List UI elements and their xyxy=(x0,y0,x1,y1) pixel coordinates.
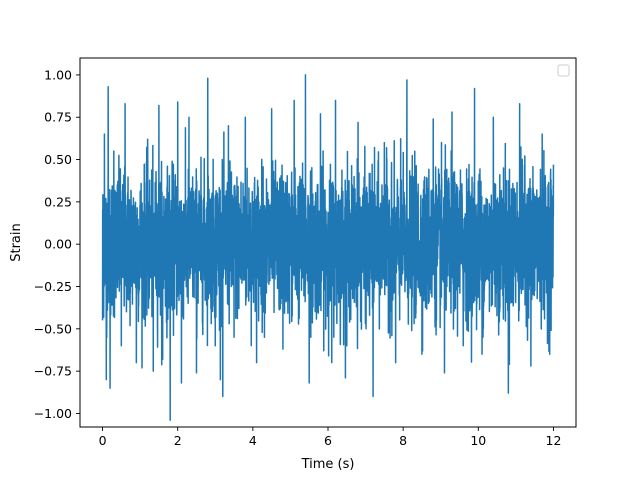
y-tick-label: 0.25 xyxy=(44,194,72,209)
y-axis-ticks: −1.00 −0.75 −0.50 −0.25 0.00 0.25 0.50 0.75 1.00 xyxy=(34,67,80,421)
x-axis-label: Time (s) xyxy=(301,457,355,472)
y-tick-label: −0.50 xyxy=(34,321,72,336)
y-tick-label: 0.50 xyxy=(44,152,72,167)
x-tick-label: 8 xyxy=(399,433,407,448)
y-tick-label: 0.75 xyxy=(44,110,72,125)
x-tick-label: 6 xyxy=(324,433,332,448)
series-group xyxy=(101,74,555,421)
x-tick-label: 4 xyxy=(249,433,257,448)
strain-series-line xyxy=(101,74,555,421)
x-tick-label: 12 xyxy=(546,433,562,448)
x-tick-label: 2 xyxy=(174,433,182,448)
y-tick-label: −0.25 xyxy=(34,279,72,294)
x-tick-label: 10 xyxy=(470,433,486,448)
y-tick-label: −1.00 xyxy=(34,406,72,421)
y-tick-label: −0.75 xyxy=(34,364,72,379)
x-axis-ticks: 0 2 4 6 8 10 12 xyxy=(99,427,562,448)
y-axis-label: Strain xyxy=(9,223,24,262)
y-tick-label: 0.00 xyxy=(44,237,72,252)
x-tick-label: 0 xyxy=(99,433,107,448)
y-tick-label: 1.00 xyxy=(44,67,72,82)
legend-box xyxy=(557,64,570,77)
